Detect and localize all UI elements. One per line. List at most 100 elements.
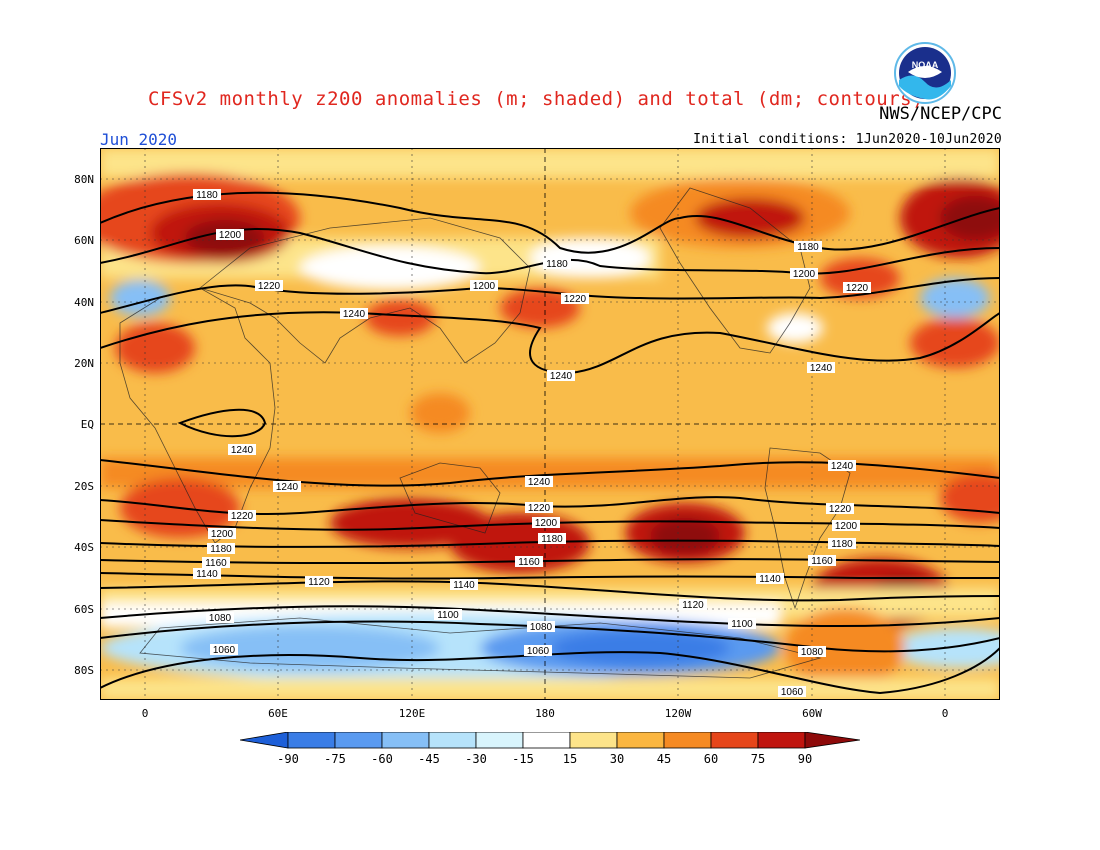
contour-label: 1140: [450, 579, 478, 591]
contour-label: 1060: [524, 645, 552, 657]
svg-text:1220: 1220: [258, 281, 281, 292]
colorbar-segment: [804, 732, 860, 749]
svg-text:1120: 1120: [308, 577, 330, 588]
contour-label: 1060: [778, 686, 806, 698]
svg-text:1180: 1180: [210, 544, 232, 555]
contour-1100-sh: [100, 605, 1000, 628]
colorbar-label: 75: [750, 752, 766, 766]
colorbar-label: -30: [465, 752, 487, 766]
svg-text:1100: 1100: [437, 610, 459, 621]
contour-label: 1220: [561, 293, 589, 305]
colorbar-label: 30: [609, 752, 625, 766]
contour-label: 1220: [826, 503, 854, 515]
colorbar-segment: [428, 732, 477, 749]
svg-text:1140: 1140: [453, 580, 475, 591]
lat-label-40n: 40N: [74, 296, 94, 309]
svg-text:1120: 1120: [682, 600, 704, 611]
initial-conditions: Initial conditions: 1Jun2020-10Jun2020: [693, 132, 1002, 147]
svg-text:1060: 1060: [213, 645, 236, 656]
svg-text:1100: 1100: [731, 619, 753, 630]
colorbar-segment: [287, 732, 336, 749]
colorbar-label: -45: [418, 752, 440, 766]
contour-label: 1240: [340, 308, 368, 320]
lat-label-20s: 20S: [74, 480, 94, 493]
contour-label: 1180: [543, 258, 571, 270]
colorbar-label: 45: [656, 752, 672, 766]
contour-label: 1200: [832, 520, 860, 532]
svg-text:1220: 1220: [528, 503, 551, 514]
contour-1140-sh: [100, 572, 1000, 580]
lat-label-eq: EQ: [80, 418, 94, 431]
contour-label: 1100: [434, 609, 462, 621]
svg-text:1200: 1200: [835, 521, 858, 532]
contour-label: 1200: [532, 517, 560, 529]
contour-label: 1160: [515, 556, 543, 568]
colorbar-segment: [381, 732, 430, 749]
svg-text:1200: 1200: [219, 230, 242, 241]
contour-1080-sh: [100, 620, 1000, 653]
colorbar: [240, 732, 860, 749]
contour-label: 1240: [807, 362, 835, 374]
contour-label: 1180: [207, 543, 235, 555]
contour-label: 1080: [206, 612, 234, 624]
agency-label: NWS/NCEP/CPC: [879, 104, 1002, 124]
colorbar-label: -75: [324, 752, 346, 766]
contour-label: 1240: [273, 481, 301, 493]
contour-1240-eq: [177, 408, 267, 438]
lat-label-80n: 80N: [74, 173, 94, 186]
svg-text:1180: 1180: [797, 242, 819, 253]
contour-1220-nh: [100, 277, 1000, 314]
contour-label: 1180: [794, 241, 822, 253]
svg-text:1060: 1060: [781, 687, 804, 698]
contour-label: 1220: [525, 502, 553, 514]
contour-label: 1200: [790, 268, 818, 280]
contour-label: 1180: [538, 533, 566, 545]
contour-label: 1240: [228, 444, 256, 456]
colorbar-label: -90: [277, 752, 299, 766]
colorbar-segment: [522, 732, 571, 749]
svg-text:1200: 1200: [473, 281, 496, 292]
contour-1180-nh: [100, 191, 1000, 254]
lat-label-20n: 20N: [74, 357, 94, 370]
contour-label: 1200: [470, 280, 498, 292]
svg-text:1080: 1080: [530, 622, 553, 633]
svg-text:1160: 1160: [205, 558, 227, 569]
contour-label: 1220: [228, 510, 256, 522]
colorbar-label: 90: [797, 752, 813, 766]
lon-label-120w: 120W: [664, 707, 692, 720]
contour-1180-sh: [100, 539, 1000, 548]
lon-label-180: 180: [535, 707, 555, 720]
svg-text:1200: 1200: [535, 518, 558, 529]
svg-text:1220: 1220: [829, 504, 852, 515]
svg-text:1200: 1200: [793, 269, 816, 280]
svg-text:1240: 1240: [810, 363, 833, 374]
lat-label-80s: 80S: [74, 664, 94, 677]
svg-text:1180: 1180: [196, 190, 218, 201]
contour-label: 1120: [679, 599, 707, 611]
svg-text:1220: 1220: [564, 294, 587, 305]
colorbar-segment: [663, 732, 712, 749]
lat-label-40s: 40S: [74, 541, 94, 554]
lon-label-120e: 120E: [398, 707, 426, 720]
svg-text:1240: 1240: [528, 477, 551, 488]
contour-label: 1060: [210, 644, 238, 656]
contour-label: 1100: [728, 618, 756, 630]
contour-label: 1200: [208, 528, 236, 540]
lon-label-0-east: 0: [941, 707, 949, 720]
contour-label: 1240: [547, 370, 575, 382]
svg-text:1240: 1240: [276, 482, 299, 493]
contour-label: 1220: [255, 280, 283, 292]
svg-text:1080: 1080: [209, 613, 232, 624]
map-frame: [100, 148, 1000, 700]
contour-label: 1240: [828, 460, 856, 472]
noaa-logo: NOAA: [894, 42, 956, 104]
contour-label: 1120: [305, 576, 333, 588]
colorbar-label: -60: [371, 752, 393, 766]
svg-text:1180: 1180: [831, 539, 853, 550]
forecast-month: Jun 2020: [100, 130, 178, 149]
svg-text:NOAA: NOAA: [912, 60, 939, 70]
lon-label-60e: 60E: [268, 707, 288, 720]
colorbar-segment: [757, 732, 806, 749]
chart-title: CFSv2 monthly z200 anomalies (m; shaded)…: [148, 88, 925, 110]
contour-label: 1220: [843, 282, 871, 294]
